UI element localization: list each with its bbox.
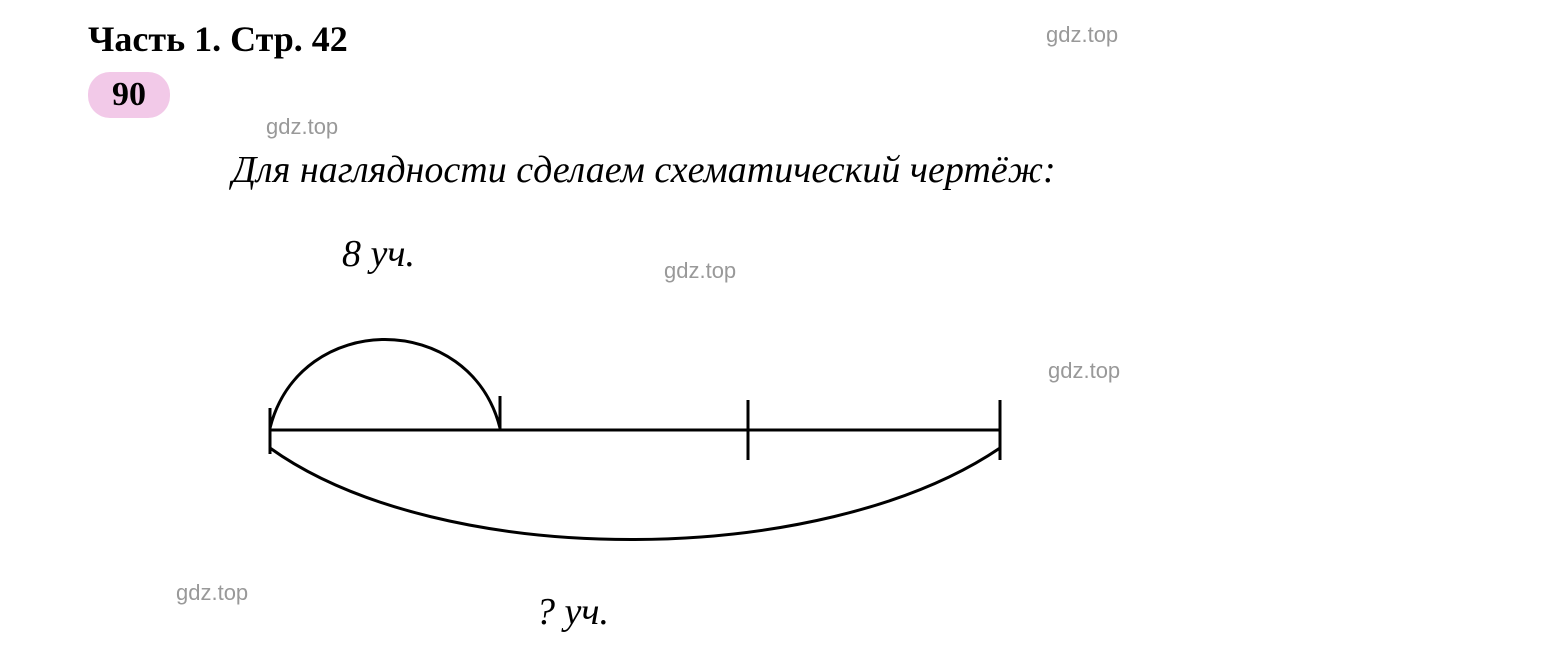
diagram-label-bottom: ? уч. xyxy=(536,590,609,634)
watermark: gdz.top xyxy=(266,114,338,140)
diagram-label-top: 8 уч. xyxy=(342,232,415,276)
schematic-diagram xyxy=(260,300,1030,600)
watermark: gdz.top xyxy=(1046,22,1118,48)
watermark: gdz.top xyxy=(1048,358,1120,384)
watermark: gdz.top xyxy=(176,580,248,606)
watermark: gdz.top xyxy=(664,258,736,284)
page-header: Часть 1. Стр. 42 xyxy=(88,18,348,60)
exercise-number-badge: 90 xyxy=(88,72,170,118)
subtitle-text: Для наглядности сделаем схематический че… xyxy=(232,148,1056,192)
